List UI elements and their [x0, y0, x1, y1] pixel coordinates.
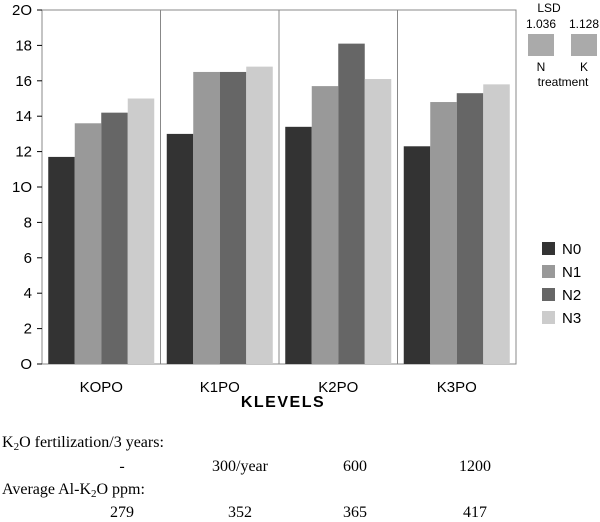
legend-swatch	[542, 311, 555, 324]
y-tick-label: 12	[15, 144, 32, 161]
y-tick-label: 4	[24, 285, 32, 302]
bar-chart: O 2 4 6 8 1O 12 14 16 18 2O KOPO K1PO K2PO K3PO KLEVELS…	[12, 1, 599, 410]
table-cell: 365	[343, 504, 367, 521]
bar-n3	[246, 66, 273, 364]
y-tick-label: 2O	[12, 2, 32, 19]
y-tick-label: 18	[15, 37, 32, 54]
bar-n3	[483, 84, 510, 364]
table-cell: 279	[110, 504, 134, 521]
y-tick-label: 6	[24, 250, 32, 267]
lsd-title: LSD	[537, 1, 561, 15]
fertilization-table: K2O fertilization/3 years: - 300/year 60…	[0, 428, 600, 521]
table-row-label-al-k2o: Average Al-K2O ppm:	[2, 481, 145, 500]
lsd-value: 1.036	[526, 17, 556, 31]
bar-n0	[403, 146, 431, 364]
legend-label: N1	[562, 264, 581, 281]
table-cell: 352	[228, 504, 252, 521]
x-axis-label: KLEVELS	[241, 394, 325, 410]
legend-swatch	[542, 242, 555, 255]
bar-n2	[338, 43, 365, 364]
bar-n3	[127, 98, 155, 364]
legend-swatch	[542, 265, 555, 278]
x-category-label: K1PO	[200, 379, 240, 396]
legend-label: N2	[562, 287, 581, 304]
lsd-label: N	[537, 60, 546, 74]
bar-n1	[311, 86, 339, 365]
bar-n1	[430, 102, 457, 364]
bar-n0	[166, 133, 194, 364]
y-tick-label: 14	[15, 108, 32, 125]
table-cell: 300/year	[212, 458, 268, 475]
x-category-label: K2PO	[318, 379, 358, 396]
lsd-value: 1.128	[569, 17, 599, 31]
y-tick-label: 16	[15, 73, 32, 90]
y-tick-label: 8	[24, 214, 32, 231]
legend-swatch	[542, 288, 555, 301]
table-row-label-fertilization: K2O fertilization/3 years:	[2, 434, 164, 453]
y-tick-label: O	[20, 356, 32, 373]
bar-n2	[219, 71, 247, 364]
bar-n2	[101, 112, 128, 364]
table-cell: 417	[463, 504, 487, 521]
legend-label: N3	[562, 310, 581, 327]
y-tick-label: 2	[24, 321, 32, 338]
bar-n1	[193, 71, 220, 364]
bar-n0	[285, 126, 312, 364]
bar-n3	[364, 79, 392, 364]
table-cell: 600	[343, 458, 367, 475]
lsd-bar	[528, 34, 554, 56]
legend-label: N0	[562, 241, 581, 258]
lsd-caption: treatment	[538, 75, 589, 89]
lsd-label: K	[580, 60, 588, 74]
lsd-bar	[571, 34, 597, 56]
bar-n0	[48, 156, 75, 364]
y-tick-label: 1O	[12, 179, 32, 196]
x-category-label: K3PO	[437, 379, 477, 396]
table-cell: 1200	[459, 458, 491, 475]
x-category-label: KOPO	[80, 379, 123, 396]
table-cell: -	[119, 458, 125, 475]
bar-n1	[74, 123, 102, 364]
bar-n2	[456, 93, 484, 364]
